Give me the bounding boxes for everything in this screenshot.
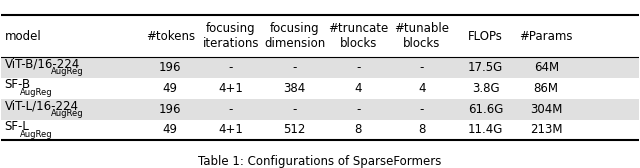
Text: FLOPs: FLOPs [468,30,503,43]
Text: focusing
dimension: focusing dimension [264,22,325,50]
Text: 384: 384 [284,82,306,95]
Text: ViT-B/16-224: ViT-B/16-224 [4,58,80,71]
Text: #tokens: #tokens [146,30,195,43]
Text: 61.6G: 61.6G [468,103,504,116]
Text: 4+1: 4+1 [218,123,243,136]
Bar [1,99,639,119]
Text: -: - [292,61,297,74]
Text: ViT-L/16-224: ViT-L/16-224 [4,99,79,112]
Text: -: - [292,103,297,116]
Text: -: - [228,103,233,116]
Text: model: model [4,30,42,43]
Text: 64M: 64M [534,61,559,74]
Text: 196: 196 [159,103,182,116]
Text: #truncate
blocks: #truncate blocks [328,22,388,50]
Text: SF-B: SF-B [4,78,31,91]
Text: 196: 196 [159,61,182,74]
Text: Table 1: Configurations of SparseFormers: Table 1: Configurations of SparseFormers [198,155,442,168]
Text: focusing
iterations: focusing iterations [202,22,259,50]
Text: 304M: 304M [530,103,563,116]
Text: 8: 8 [355,123,362,136]
Text: 86M: 86M [534,82,559,95]
Text: 8: 8 [419,123,426,136]
Text: 512: 512 [284,123,306,136]
Text: #Params: #Params [520,30,573,43]
Text: 3.8G: 3.8G [472,82,499,95]
Text: -: - [420,103,424,116]
Text: #tunable
blocks: #tunable blocks [394,22,449,50]
Text: 49: 49 [163,123,178,136]
Text: SF-L: SF-L [4,120,29,133]
Text: 4: 4 [355,82,362,95]
Text: AugReg: AugReg [20,88,52,97]
Text: -: - [356,61,360,74]
Text: -: - [228,61,233,74]
Text: -: - [420,61,424,74]
Text: AugReg: AugReg [20,130,52,139]
Bar [1,57,639,78]
Text: 4+1: 4+1 [218,82,243,95]
Text: 49: 49 [163,82,178,95]
Text: AugReg: AugReg [51,67,83,76]
Text: AugReg: AugReg [51,109,83,118]
Text: 4: 4 [418,82,426,95]
Text: 213M: 213M [530,123,563,136]
Text: -: - [356,103,360,116]
Text: 11.4G: 11.4G [468,123,504,136]
Text: 17.5G: 17.5G [468,61,503,74]
